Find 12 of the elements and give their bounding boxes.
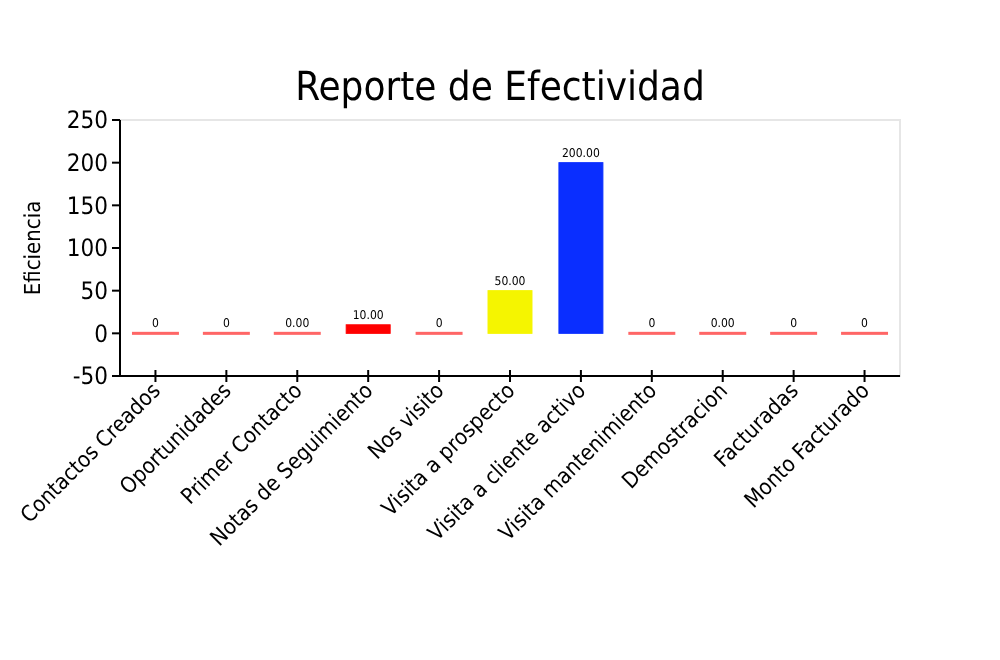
- bar: [345, 324, 391, 334]
- y-tick-label: 200: [66, 149, 109, 178]
- y-tick-label: 100: [66, 234, 109, 263]
- bar: [487, 290, 533, 334]
- y-tick-label: 250: [66, 106, 109, 135]
- y-tick-label: 0: [94, 319, 109, 348]
- y-axis-title: Eficiencia: [20, 200, 46, 296]
- y-tick-label: -50: [72, 362, 109, 391]
- chart-title: Reporte de Efectividad: [295, 62, 705, 110]
- y-tick-label: 50: [80, 277, 109, 306]
- y-tick-label: 150: [66, 191, 109, 220]
- bar: [558, 162, 604, 334]
